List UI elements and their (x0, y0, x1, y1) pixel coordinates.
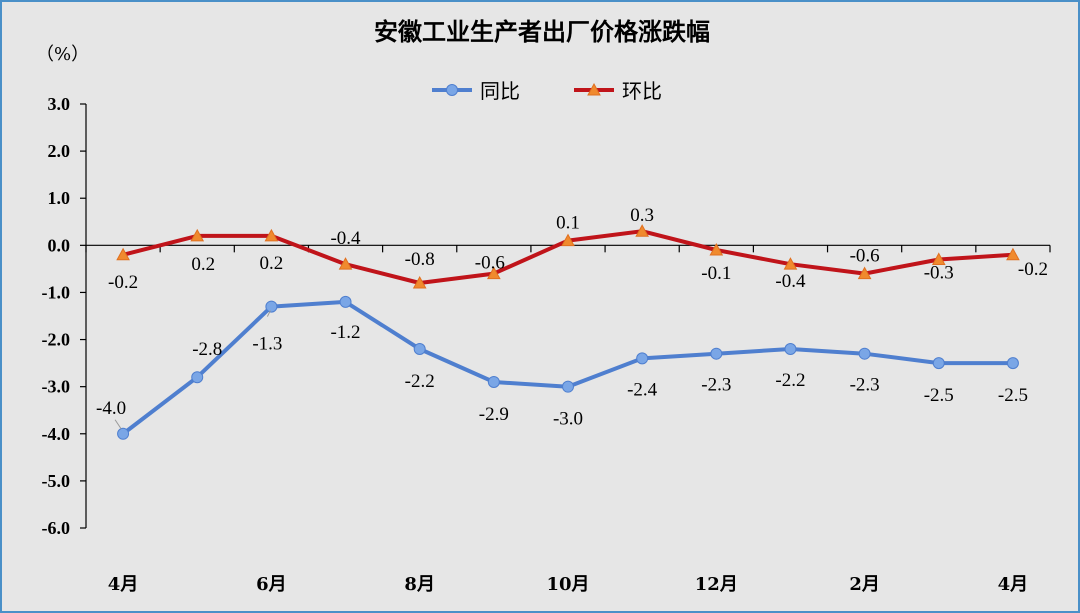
data-label-yoy: -2.2 (775, 370, 805, 391)
data-point-mom[interactable] (561, 233, 575, 247)
legend: 同比 环比 (432, 79, 662, 103)
data-point-yoy[interactable] (710, 347, 723, 360)
data-label-yoy: -2.9 (479, 404, 509, 425)
data-point-yoy[interactable] (1006, 357, 1019, 370)
y-tick-label: 2.0 (48, 141, 71, 161)
y-tick-label: -5.0 (42, 471, 71, 491)
y-tick-label: 0.0 (48, 235, 71, 255)
x-tick-label: 4月 (108, 574, 139, 595)
data-label-yoy: -2.4 (627, 379, 658, 400)
x-tick-label: 8月 (404, 574, 435, 595)
axes: 3.0 2.0 1.0 0.0 -1.0 -2.0 -3.0 -4.0 -5.0 -6.0 4月 6月… (42, 94, 1051, 595)
data-label-yoy: -2.5 (924, 385, 954, 406)
data-point-yoy[interactable] (636, 352, 649, 365)
x-tick-label: 4月 (998, 574, 1029, 595)
data-label-mom: -0.4 (775, 271, 806, 292)
data-point-yoy[interactable] (487, 375, 500, 388)
data-label-yoy: -1.3 (252, 334, 282, 355)
legend-item-mom[interactable]: 环比 (574, 79, 662, 103)
y-tick-label: -1.0 (42, 282, 71, 302)
legend-marker-yoy (446, 84, 458, 96)
data-label-mom: -0.1 (701, 263, 731, 284)
data-label-yoy: -2.5 (998, 385, 1028, 406)
legend-label-mom: 环比 (622, 79, 662, 103)
data-point-mom[interactable] (487, 266, 501, 280)
data-point-yoy[interactable] (265, 300, 278, 313)
y-tick-label: -6.0 (42, 518, 71, 538)
data-label-mom: -0.6 (475, 253, 505, 274)
data-label-mom: -0.2 (1018, 259, 1048, 280)
data-point-yoy[interactable] (932, 357, 945, 370)
data-label-mom: 0.1 (556, 213, 580, 234)
y-tick-label: 1.0 (48, 188, 71, 208)
data-labels: -4.0 -2.8 -1.3 -1.2 -2.2 -2.9 -3.0 -2.4 -2.3 -2.2… (96, 205, 1048, 429)
leader-line (114, 419, 122, 430)
data-label-mom: -0.8 (405, 249, 435, 270)
data-point-yoy[interactable] (191, 371, 204, 384)
x-tick-label: 12月 (695, 574, 738, 595)
data-label-mom: -0.3 (924, 262, 954, 283)
data-point-yoy[interactable] (413, 342, 426, 355)
data-point-mom[interactable] (412, 275, 427, 289)
chart-title: 安徽工业生产者出厂价格涨跌幅 (374, 17, 710, 46)
y-tick-label: -2.0 (42, 330, 71, 350)
data-label-mom: 0.2 (260, 253, 284, 274)
data-label-mom: -0.2 (108, 272, 138, 293)
x-tick-label: 6月 (256, 574, 287, 595)
data-point-yoy[interactable] (858, 347, 871, 360)
series-layer (116, 224, 1020, 440)
y-tick-label: 3.0 (48, 94, 71, 114)
data-point-mom[interactable] (709, 242, 724, 256)
leader-line (266, 310, 271, 317)
data-point-mom[interactable] (857, 266, 872, 280)
data-point-yoy[interactable] (562, 380, 574, 393)
data-point-mom[interactable] (338, 257, 353, 270)
data-label-yoy: -4.0 (96, 398, 126, 419)
data-point-mom[interactable] (931, 252, 946, 265)
x-tick-label: 2月 (849, 574, 880, 595)
y-unit-label: （%） (36, 44, 89, 65)
legend-label-yoy: 同比 (480, 79, 520, 103)
data-point-mom[interactable] (190, 228, 205, 242)
x-tick-label: 10月 (546, 574, 589, 595)
data-label-yoy: -1.2 (330, 322, 360, 343)
data-point-yoy[interactable] (784, 342, 797, 355)
data-label-yoy: -2.3 (701, 375, 731, 396)
data-label-yoy: -2.3 (850, 375, 880, 396)
data-point-mom[interactable] (635, 224, 649, 237)
data-point-yoy[interactable] (339, 295, 352, 308)
data-label-mom: 0.3 (630, 205, 654, 226)
legend-item-yoy[interactable]: 同比 (432, 79, 520, 103)
y-tick-label: -3.0 (42, 377, 71, 397)
data-label-mom: 0.2 (191, 254, 215, 275)
legend-marker-mom (587, 82, 601, 96)
data-point-mom[interactable] (783, 257, 798, 270)
data-label-mom: -0.6 (850, 246, 880, 267)
data-label-yoy: -2.2 (405, 371, 435, 392)
data-label-mom: -0.4 (330, 228, 361, 249)
data-point-mom[interactable] (264, 228, 279, 242)
data-point-mom[interactable] (116, 247, 130, 261)
data-label-yoy: -3.0 (553, 409, 583, 430)
data-label-yoy: -2.8 (192, 339, 222, 360)
data-point-yoy[interactable] (117, 427, 130, 440)
data-point-mom[interactable] (1006, 247, 1020, 261)
y-tick-label: -4.0 (42, 424, 71, 444)
